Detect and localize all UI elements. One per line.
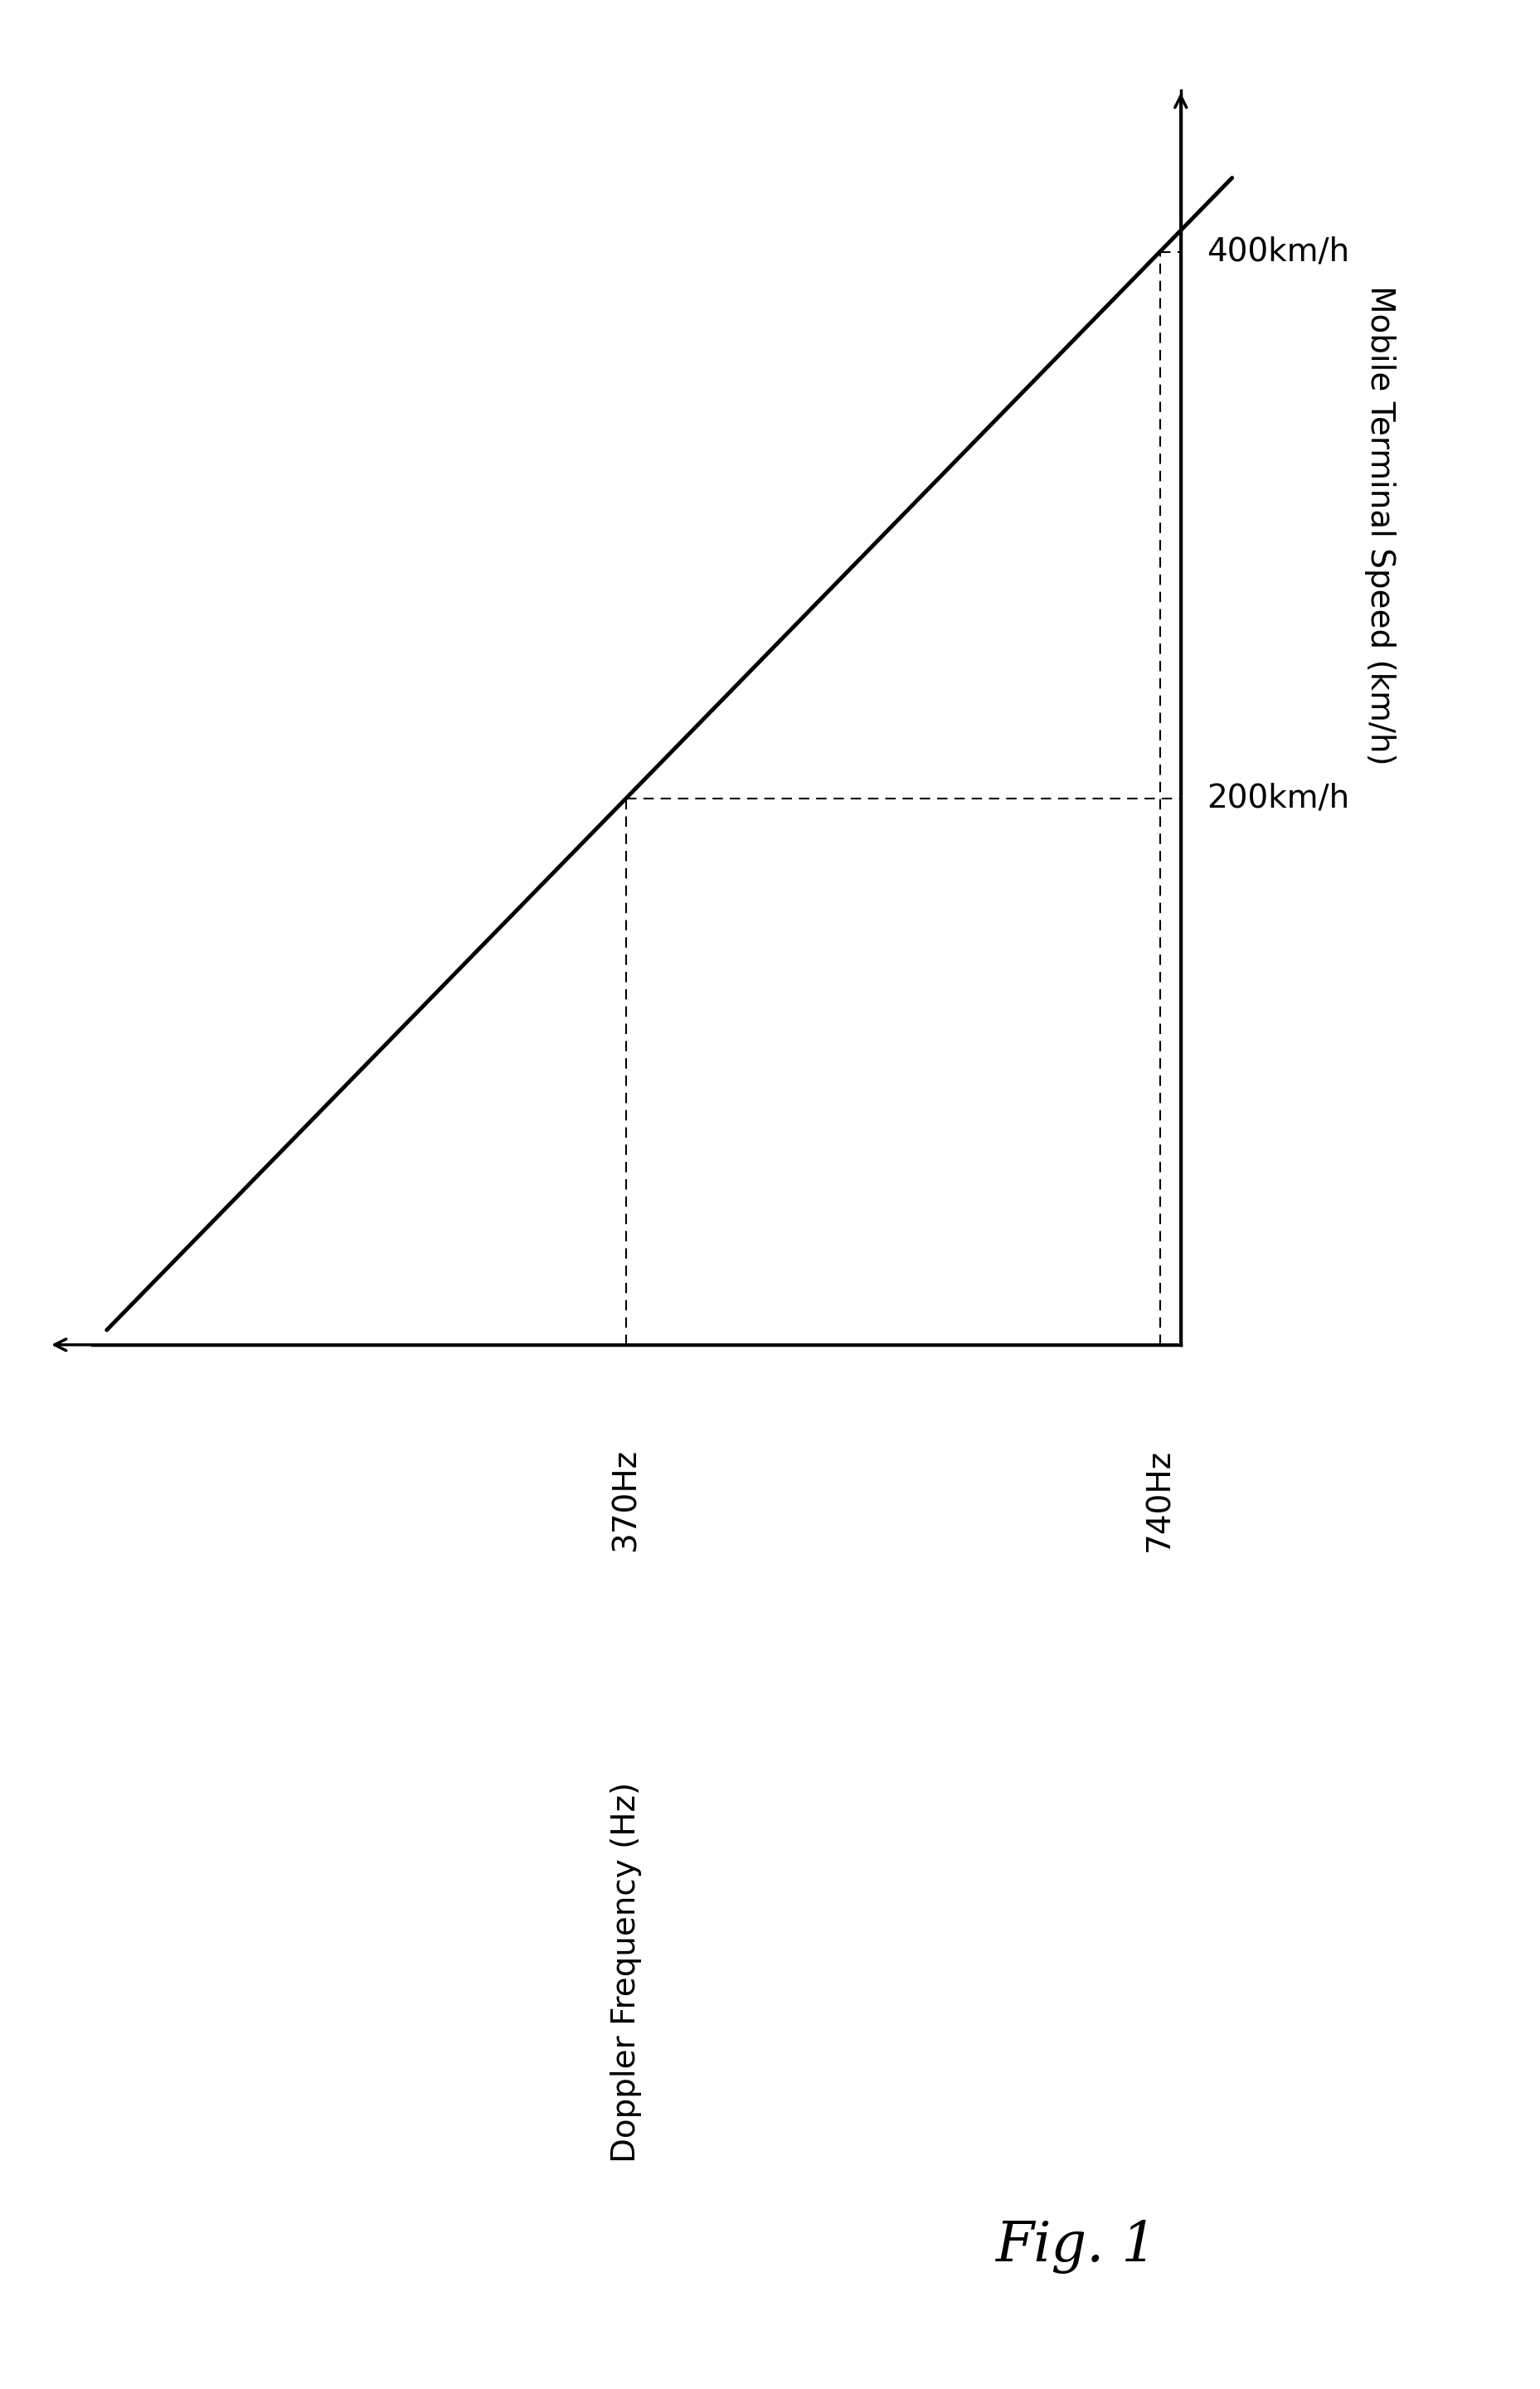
Text: 370Hz: 370Hz bbox=[610, 1448, 642, 1550]
Text: Doppler Frequency (Hz): Doppler Frequency (Hz) bbox=[610, 1782, 642, 2162]
Text: Mobile Terminal Speed (km/h): Mobile Terminal Speed (km/h) bbox=[1363, 284, 1395, 764]
Text: Fig. 1: Fig. 1 bbox=[995, 2219, 1157, 2274]
Text: 400km/h: 400km/h bbox=[1206, 237, 1349, 268]
Text: 200km/h: 200km/h bbox=[1206, 784, 1349, 815]
Text: 740Hz: 740Hz bbox=[1144, 1448, 1175, 1550]
